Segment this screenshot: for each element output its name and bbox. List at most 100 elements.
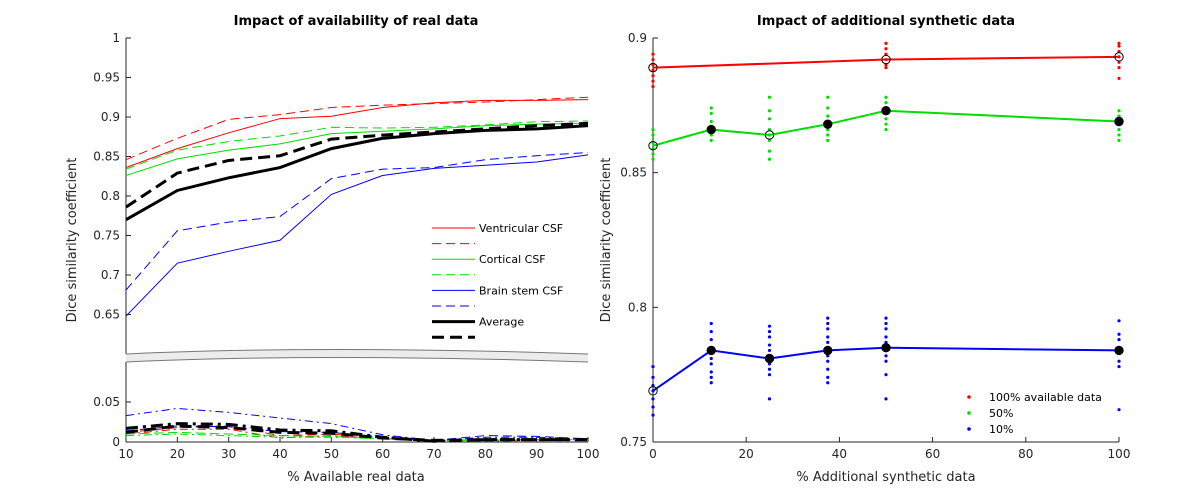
scatter-point bbox=[767, 329, 772, 334]
mean-marker bbox=[764, 353, 775, 364]
scatter-point bbox=[884, 397, 888, 401]
legend-marker-2 bbox=[967, 427, 971, 431]
scatter-point bbox=[709, 381, 713, 385]
mean-marker-open bbox=[881, 54, 891, 65]
scatter-point bbox=[826, 367, 830, 371]
scatter-point bbox=[651, 68, 655, 72]
x-tick-label: 20 bbox=[170, 447, 185, 461]
scatter-point bbox=[651, 127, 655, 132]
scatter-point bbox=[709, 338, 713, 342]
scatter-point bbox=[884, 66, 888, 70]
y-tick-label: 0.75 bbox=[620, 435, 647, 449]
scatter-point bbox=[826, 138, 830, 142]
scatter-point bbox=[651, 397, 655, 401]
scatter-point bbox=[826, 95, 830, 99]
scatter-point bbox=[884, 359, 888, 363]
scatter-point bbox=[826, 359, 830, 363]
right-legend: 100% available data 50% 10% bbox=[967, 391, 1102, 436]
mean-line-0 bbox=[652, 55, 1120, 69]
scatter-point bbox=[709, 111, 713, 116]
x-tick-label: 60 bbox=[925, 447, 940, 461]
y-tick-label: 0.8 bbox=[101, 189, 120, 203]
lower-series-line-7 bbox=[125, 424, 588, 442]
scatter-point bbox=[767, 335, 772, 339]
scatter-point bbox=[1117, 138, 1121, 142]
left-chart-ylabel: Dice similarity coefficient bbox=[65, 158, 80, 323]
left-chart-title: Impact of availability of real data bbox=[234, 14, 479, 29]
scatter-point bbox=[826, 133, 830, 137]
left-chart-xlabel: % Available real data bbox=[287, 470, 425, 485]
legend-label: 100% available data bbox=[989, 391, 1102, 404]
scatter-point bbox=[884, 95, 888, 99]
lower-series-line-0 bbox=[125, 428, 589, 442]
scatter-point bbox=[767, 348, 772, 353]
mean-line-1 bbox=[652, 109, 1120, 147]
legend-marker-1 bbox=[967, 411, 971, 415]
x-tick-label: 100 bbox=[577, 447, 600, 461]
scatter-point bbox=[767, 157, 772, 161]
axis-break bbox=[125, 349, 589, 363]
scatter-point bbox=[709, 356, 713, 361]
scatter-point bbox=[884, 127, 888, 132]
mean-marker-open bbox=[1114, 52, 1124, 62]
mean-marker bbox=[1114, 116, 1124, 127]
y-tick-label: 0.75 bbox=[93, 229, 120, 243]
scatter-point bbox=[826, 375, 830, 379]
x-tick-label: 40 bbox=[832, 447, 847, 461]
mean-marker-open bbox=[648, 62, 658, 73]
scatter-point bbox=[651, 364, 655, 369]
scatter-point bbox=[826, 321, 830, 326]
scatter-point bbox=[884, 122, 888, 126]
left-chart: Impact of availability of real data Dice… bbox=[65, 14, 599, 485]
scatter-point bbox=[826, 316, 830, 320]
scatter-point bbox=[884, 327, 888, 331]
y-tick-label: 0.05 bbox=[93, 395, 120, 409]
x-tick-label: 10 bbox=[118, 447, 133, 461]
scatter-point bbox=[709, 138, 713, 142]
series-line-2 bbox=[125, 122, 589, 176]
scatter-point bbox=[767, 149, 772, 153]
legend-marker-0 bbox=[967, 395, 971, 399]
lower-series-line-4 bbox=[125, 407, 589, 441]
scatter-point bbox=[709, 106, 713, 110]
x-tick-label: 100 bbox=[1108, 447, 1131, 461]
series-line-6 bbox=[125, 124, 589, 222]
mean-marker bbox=[881, 343, 891, 353]
scatter-point bbox=[1117, 44, 1121, 48]
mean-marker bbox=[706, 345, 716, 356]
scatter-point bbox=[1117, 66, 1121, 70]
series-line-5 bbox=[125, 152, 589, 291]
scatter-point bbox=[884, 47, 888, 51]
scatter-point bbox=[1117, 359, 1121, 363]
y-tick-label: 0.85 bbox=[620, 166, 647, 180]
scatter-point bbox=[826, 340, 830, 344]
right-chart-xlabel: % Additional synthetic data bbox=[796, 470, 975, 485]
x-tick-label: 60 bbox=[375, 447, 390, 461]
scatter-point bbox=[884, 335, 888, 339]
mean-line-2 bbox=[652, 346, 1120, 392]
scatter-point bbox=[651, 57, 655, 62]
x-tick-label: 30 bbox=[221, 447, 236, 461]
scatter-point bbox=[1117, 319, 1121, 323]
scatter-point bbox=[651, 84, 655, 89]
scatter-point bbox=[709, 321, 713, 326]
y-tick-label: 0 bbox=[112, 435, 120, 449]
x-tick-label: 20 bbox=[739, 447, 754, 461]
x-tick-label: 50 bbox=[324, 447, 339, 461]
scatter-point bbox=[767, 117, 772, 121]
scatter-point bbox=[1117, 338, 1121, 342]
axis-break-band bbox=[126, 349, 588, 362]
y-tick-label: 0.7 bbox=[101, 268, 120, 282]
scatter-point bbox=[1117, 408, 1121, 412]
x-tick-label: 70 bbox=[426, 447, 441, 461]
scatter-point bbox=[767, 95, 772, 99]
mean-marker bbox=[706, 124, 716, 135]
scatter-point bbox=[651, 157, 655, 161]
y-tick-label: 1 bbox=[112, 31, 120, 45]
series-line-1 bbox=[125, 96, 589, 161]
scatter-point bbox=[767, 397, 772, 401]
scatter-point bbox=[651, 413, 655, 417]
scatter-point bbox=[709, 375, 713, 379]
scatter-point bbox=[884, 101, 888, 105]
